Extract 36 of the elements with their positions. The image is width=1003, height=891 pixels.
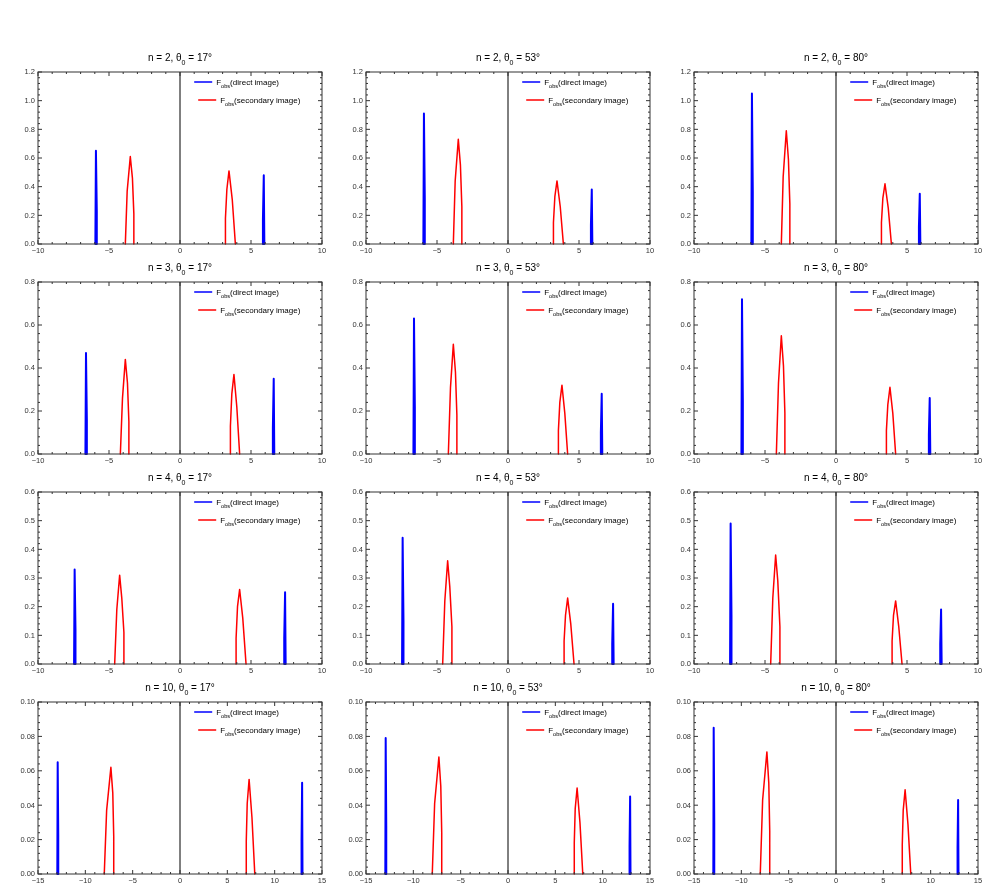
legend-label: F$_{obs}$(direct image) — [216, 287, 280, 299]
legend-label: F$_{obs}$(secondary image) — [876, 725, 957, 737]
legend-label: F$_{obs}$(secondary image) — [876, 305, 957, 317]
chart-title: n = 2, θ$_{0}$ = 53° — [475, 52, 541, 66]
chart-title: n = 2, θ$_{0}$ = 80° — [803, 52, 869, 66]
legend-label: F$_{obs}$(secondary image) — [220, 725, 301, 737]
chart-title: n = 3, θ$_{0}$ = 80° — [803, 262, 869, 276]
legend-label: F$_{obs}$(direct image) — [872, 707, 936, 719]
legend-label: F$_{obs}$(secondary image) — [548, 305, 629, 317]
legend-label: F$_{obs}$(direct image) — [216, 707, 280, 719]
chart-title: n = 10, θ$_{0}$ = 53° — [473, 682, 543, 696]
legend-label: F$_{obs}$(direct image) — [216, 77, 280, 89]
chart-title: n = 4, θ$_{0}$ = 17° — [147, 472, 213, 486]
chart-title: n = 4, θ$_{0}$ = 53° — [475, 472, 541, 486]
legend-label: F$_{obs}$(direct image) — [872, 497, 936, 509]
legend-label: F$_{obs}$(secondary image) — [548, 725, 629, 737]
legend-label: F$_{obs}$(direct image) — [216, 497, 280, 509]
chart-title: n = 3, θ$_{0}$ = 53° — [475, 262, 541, 276]
legend-label: F$_{obs}$(direct image) — [544, 497, 608, 509]
legend-label: F$_{obs}$(secondary image) — [220, 305, 301, 317]
legend-label: F$_{obs}$(secondary image) — [876, 515, 957, 527]
legend-label: F$_{obs}$(secondary image) — [220, 95, 301, 107]
legend-label: F$_{obs}$(direct image) — [544, 77, 608, 89]
legend-label: F$_{obs}$(secondary image) — [548, 95, 629, 107]
chart-title: n = 10, θ$_{0}$ = 80° — [801, 682, 871, 696]
legend-label: F$_{obs}$(direct image) — [872, 287, 936, 299]
chart-title: n = 4, θ$_{0}$ = 80° — [803, 472, 869, 486]
chart-title: n = 3, θ$_{0}$ = 17° — [147, 262, 213, 276]
legend-label: F$_{obs}$(direct image) — [544, 707, 608, 719]
legend-label: F$_{obs}$(direct image) — [872, 77, 936, 89]
legend-label: F$_{obs}$(secondary image) — [220, 515, 301, 527]
chart-title: n = 2, θ$_{0}$ = 17° — [147, 52, 213, 66]
legend-label: F$_{obs}$(secondary image) — [876, 95, 957, 107]
legend-label: F$_{obs}$(direct image) — [544, 287, 608, 299]
legend-label: F$_{obs}$(secondary image) — [548, 515, 629, 527]
chart-title: n = 10, θ$_{0}$ = 17° — [145, 682, 215, 696]
